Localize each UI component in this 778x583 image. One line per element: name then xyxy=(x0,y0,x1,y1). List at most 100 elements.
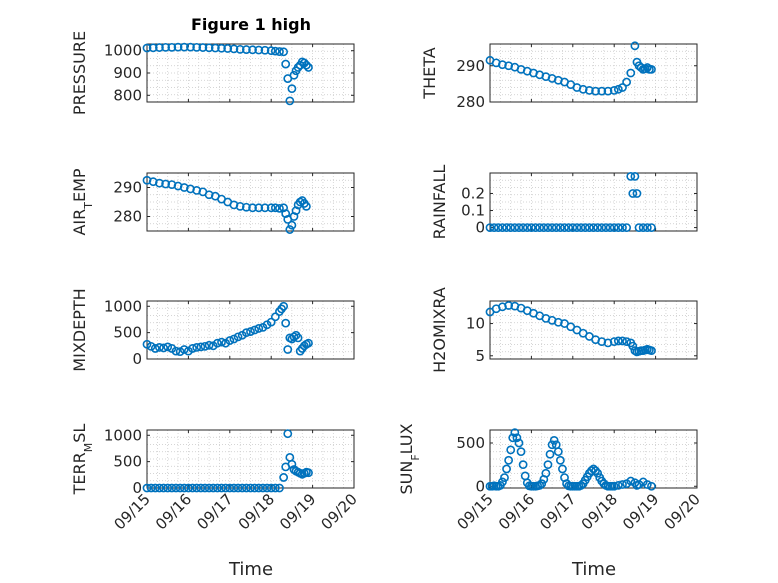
data-point xyxy=(254,483,264,493)
data-point xyxy=(613,223,623,232)
data-point xyxy=(155,43,164,52)
y-axis-label: AIRTEMP xyxy=(70,168,95,235)
data-point xyxy=(237,483,247,493)
y-tick-label: 0.1 xyxy=(461,202,485,220)
data-point xyxy=(248,45,257,55)
x-tick-label: 09/15 xyxy=(454,490,497,533)
data-point xyxy=(512,433,522,443)
data-point xyxy=(229,334,239,344)
data-point xyxy=(498,223,507,232)
y-axis-label: RAINFALL xyxy=(430,165,449,240)
data-point xyxy=(198,43,208,52)
data-point xyxy=(634,223,644,232)
data-point xyxy=(603,86,613,96)
data-point xyxy=(642,480,652,489)
data-point xyxy=(281,59,291,69)
data-point xyxy=(622,223,632,232)
data-point xyxy=(597,223,607,232)
data-point xyxy=(229,483,239,493)
y-tick-label: 5 xyxy=(475,347,485,365)
data-point xyxy=(235,44,245,54)
axis-box xyxy=(146,300,355,360)
data-point xyxy=(283,345,293,354)
data-point xyxy=(142,43,152,53)
x-tick-label: 09/17 xyxy=(193,490,236,533)
x-axis-label-left: Time xyxy=(228,559,273,580)
x-tick-label: 09/18 xyxy=(235,490,278,533)
data-point xyxy=(626,476,636,486)
data-point xyxy=(167,42,177,52)
data-point xyxy=(142,339,152,349)
data-point xyxy=(618,223,627,232)
data-point xyxy=(498,477,507,487)
data-point xyxy=(647,64,656,74)
data-point xyxy=(235,201,245,211)
data-point xyxy=(568,223,578,232)
data-point xyxy=(266,203,276,213)
data-point xyxy=(609,223,619,232)
data-point xyxy=(541,468,551,478)
data-point xyxy=(572,223,582,232)
figure-title: Figure 1 high xyxy=(191,15,311,34)
x-tick-label: 09/18 xyxy=(578,490,621,533)
data-point xyxy=(506,445,516,455)
data-point xyxy=(254,45,264,55)
data-point xyxy=(260,45,270,55)
data-point xyxy=(148,43,158,53)
data-point xyxy=(638,223,648,232)
data-point xyxy=(597,86,607,96)
x-tick-label: 09/16 xyxy=(152,490,195,533)
data-point xyxy=(233,332,243,342)
data-point xyxy=(258,483,268,493)
data-point xyxy=(289,332,299,342)
data-point xyxy=(275,47,284,56)
data-point xyxy=(173,42,183,52)
data-point xyxy=(171,483,181,493)
data-point xyxy=(262,483,272,493)
y-tick-label: 280 xyxy=(113,208,142,226)
y-tick-label: 500 xyxy=(113,324,142,342)
data-point xyxy=(192,483,202,493)
data-point xyxy=(589,223,598,232)
data-point xyxy=(618,480,627,489)
y-tick-label: 1000 xyxy=(104,426,142,444)
data-point xyxy=(217,337,226,347)
data-point xyxy=(584,223,594,232)
data-point xyxy=(171,346,181,356)
data-point xyxy=(584,86,594,95)
data-point xyxy=(609,86,619,95)
x-axis-label-right: Time xyxy=(571,559,616,580)
data-point xyxy=(146,483,156,493)
data-point xyxy=(630,41,640,51)
y-tick-label: 280 xyxy=(456,93,485,111)
data-point xyxy=(642,63,652,72)
subplot-1: 800 900 1000 PRESSURE xyxy=(70,31,355,115)
axis-box xyxy=(146,172,355,232)
data-point xyxy=(266,483,276,493)
data-point xyxy=(630,172,640,181)
data-point xyxy=(175,483,185,493)
x-tick-label: 09/17 xyxy=(536,490,579,533)
y-tick-label: 0 xyxy=(132,350,142,368)
data-point xyxy=(159,483,168,493)
data-point xyxy=(186,42,195,52)
data-point xyxy=(266,317,276,327)
y-tick-label: 290 xyxy=(113,179,142,197)
data-point xyxy=(504,455,514,465)
data-point xyxy=(537,479,547,489)
data-point xyxy=(609,337,619,346)
data-point xyxy=(188,344,197,353)
data-point xyxy=(146,341,156,351)
data-point xyxy=(200,483,210,493)
data-point xyxy=(576,481,586,490)
data-point xyxy=(241,45,251,54)
data-point xyxy=(591,86,600,96)
data-point xyxy=(179,345,189,354)
data-point xyxy=(163,342,173,352)
data-point xyxy=(514,438,524,448)
data-point xyxy=(196,483,206,493)
data-point xyxy=(167,483,177,493)
data-point xyxy=(161,179,171,189)
data-point xyxy=(613,481,623,490)
